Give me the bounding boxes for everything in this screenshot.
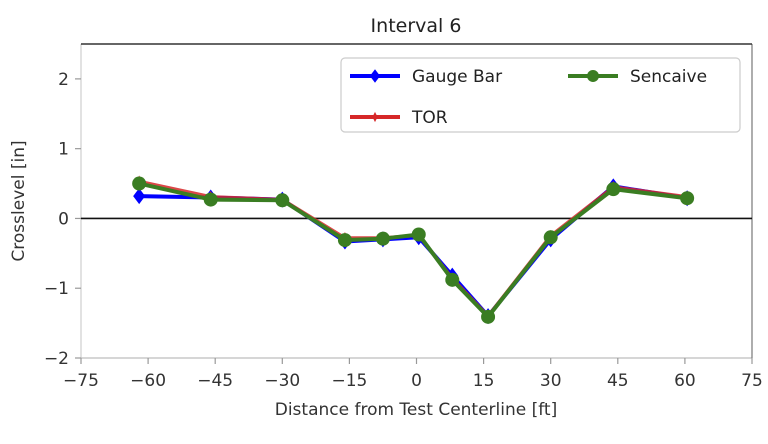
legend-label: Sencaive bbox=[630, 67, 707, 87]
circle-marker bbox=[445, 272, 460, 287]
y-tick-label: 1 bbox=[58, 140, 69, 160]
circle-marker bbox=[543, 230, 558, 245]
legend-label: TOR bbox=[411, 108, 448, 128]
diamond-marker bbox=[133, 188, 146, 205]
data-series bbox=[132, 175, 695, 325]
x-tick-label: 30 bbox=[540, 371, 562, 391]
y-axis-ticks: −2 −1 0 1 2 bbox=[44, 70, 81, 369]
x-tick-label: 60 bbox=[674, 371, 696, 391]
circle-marker bbox=[411, 227, 426, 242]
circle-marker bbox=[132, 176, 147, 191]
chart-title: Interval 6 bbox=[371, 15, 462, 37]
legend-label: Gauge Bar bbox=[412, 67, 502, 87]
y-tick-label: −1 bbox=[44, 279, 69, 299]
diamond-marker bbox=[369, 69, 381, 83]
circle-marker bbox=[587, 70, 599, 82]
y-tick-label: 2 bbox=[58, 70, 69, 90]
y-tick-label: 0 bbox=[58, 209, 69, 229]
circle-marker bbox=[606, 182, 621, 197]
y-tick-label: −2 bbox=[44, 349, 69, 369]
circle-marker bbox=[275, 193, 290, 208]
legend-item-tor: TOR bbox=[350, 108, 448, 128]
x-axis-label: Distance from Test Centerline [ft] bbox=[275, 400, 558, 420]
legend-item-sencaive: Sencaive bbox=[568, 67, 707, 87]
x-tick-label: −15 bbox=[331, 371, 367, 391]
x-tick-label: 75 bbox=[741, 371, 763, 391]
x-axis-ticks: −75 −60 −45 −30 −15 0 15 30 45 60 75 bbox=[63, 358, 763, 391]
circle-marker bbox=[337, 233, 352, 248]
x-tick-label: −60 bbox=[130, 371, 166, 391]
legend-item-gauge-bar: Gauge Bar bbox=[350, 67, 502, 87]
x-tick-label: 45 bbox=[607, 371, 629, 391]
circle-marker bbox=[203, 192, 218, 207]
circle-marker bbox=[680, 191, 695, 206]
x-tick-label: −30 bbox=[264, 371, 300, 391]
series-sencaive bbox=[132, 176, 695, 324]
star-marker bbox=[372, 111, 378, 123]
x-tick-label: −45 bbox=[197, 371, 233, 391]
x-tick-label: 15 bbox=[473, 371, 495, 391]
x-tick-label: 0 bbox=[411, 371, 422, 391]
y-axis-label: Crosslevel [in] bbox=[9, 140, 29, 261]
x-tick-label: −75 bbox=[63, 371, 99, 391]
circle-marker bbox=[481, 309, 496, 324]
circle-marker bbox=[375, 231, 390, 246]
legend-box bbox=[340, 57, 741, 133]
legend: Gauge Bar Sencaive TOR bbox=[340, 57, 741, 133]
